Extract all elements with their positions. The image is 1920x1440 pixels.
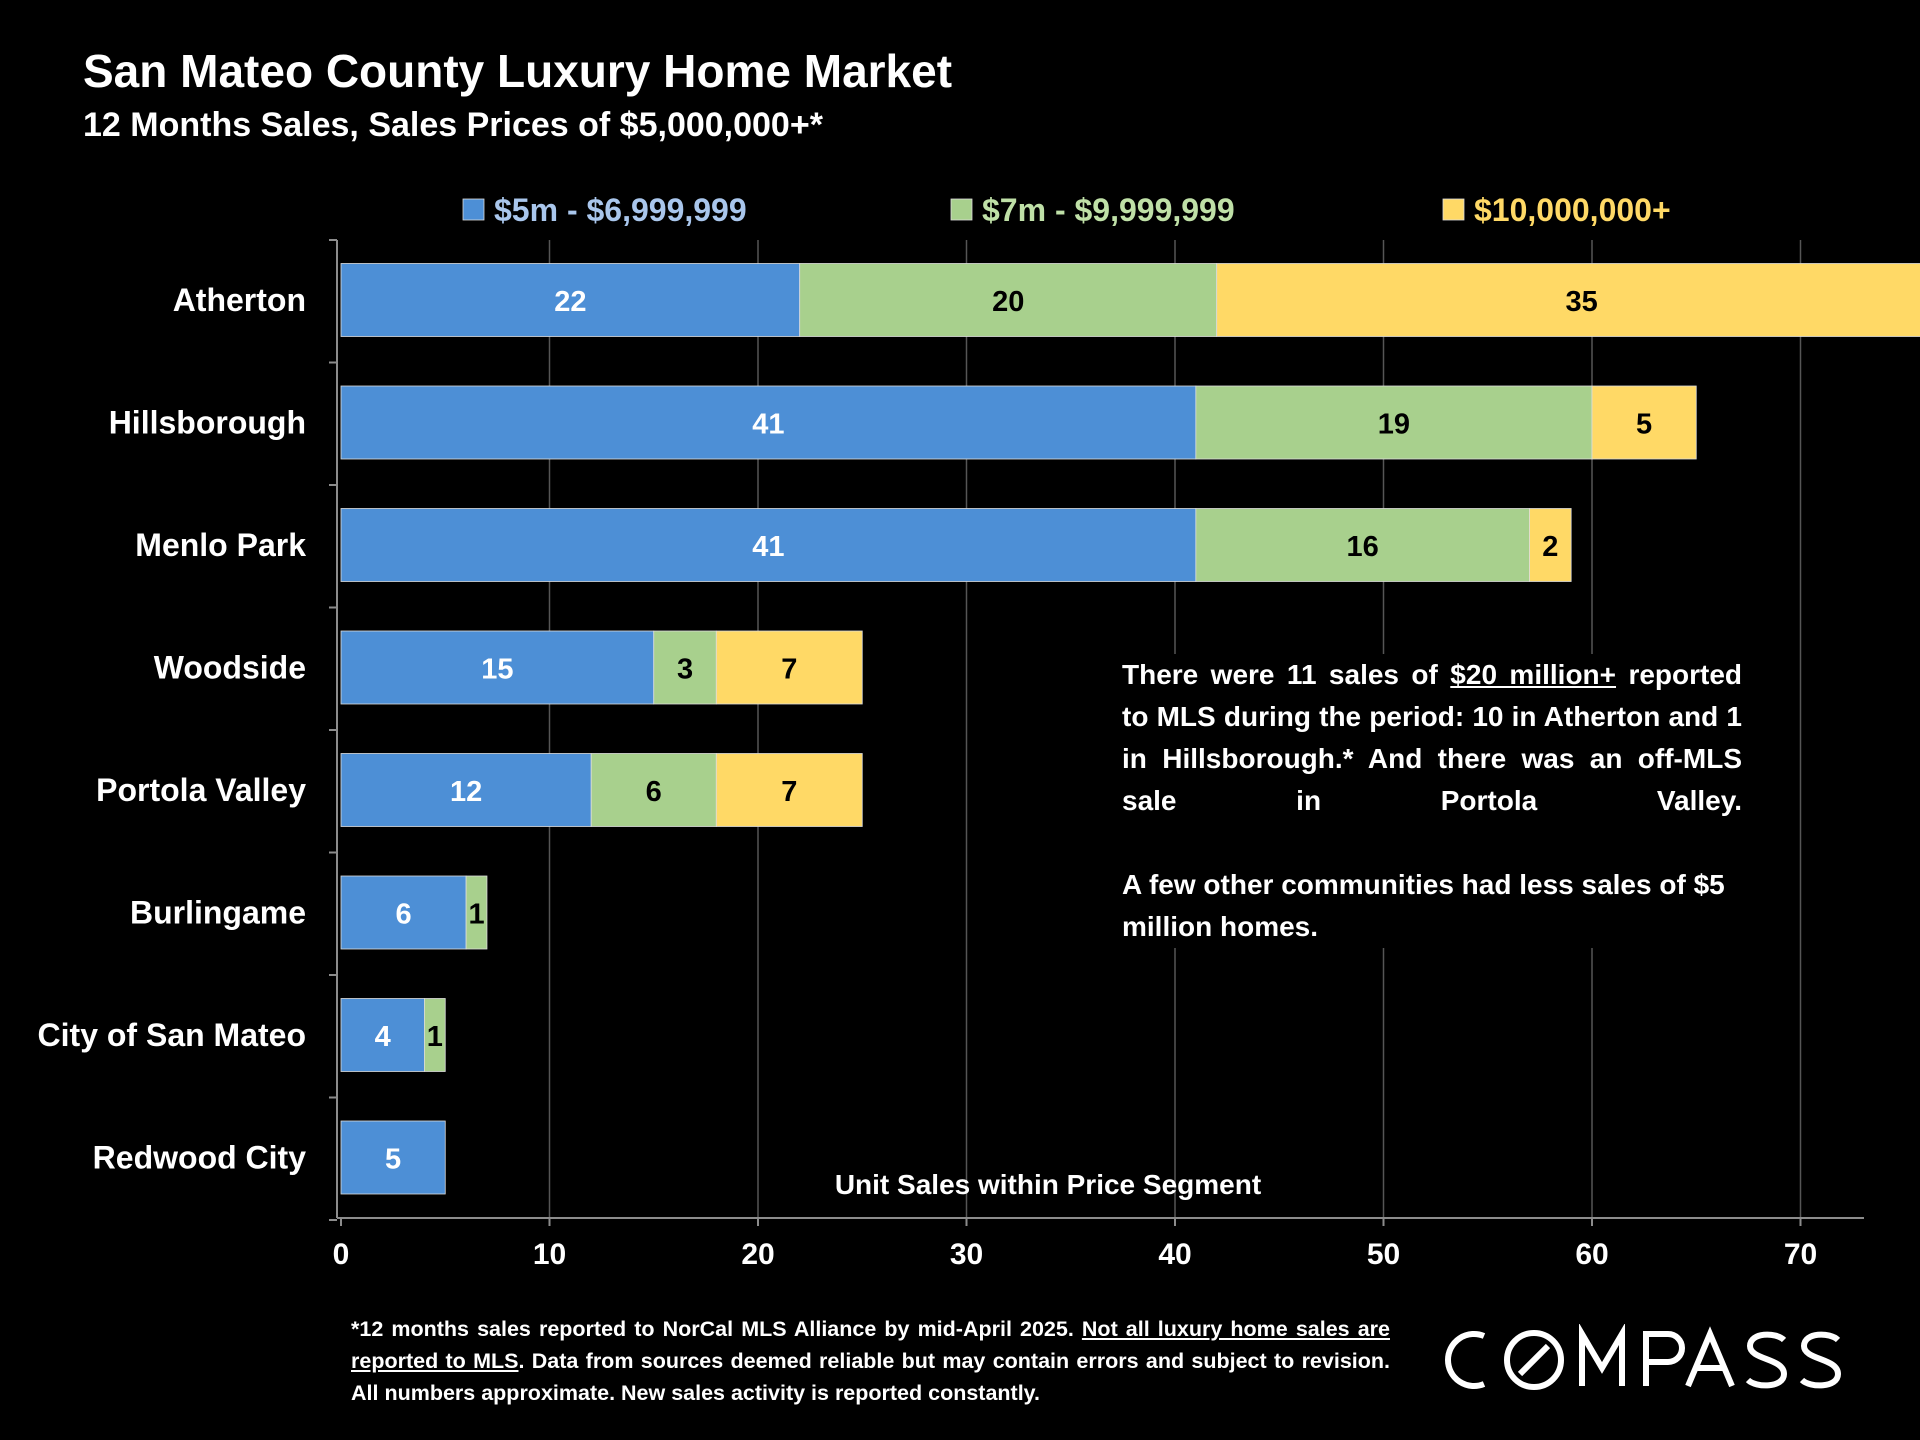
data-label: 7 — [781, 776, 797, 808]
footnote: *12 months sales reported to NorCal MLS … — [351, 1313, 1390, 1409]
footnote-text-1: *12 months sales reported to NorCal MLS … — [351, 1317, 1074, 1341]
bar-segment — [1529, 508, 1572, 582]
footnote-text-2: . Data from sources deemed reliable but … — [351, 1349, 1390, 1405]
data-label: 15 — [481, 654, 513, 686]
x-tick-label: 50 — [1367, 1238, 1400, 1271]
data-label: 5 — [1636, 409, 1652, 441]
annotation-text-1: There were 11 sales of — [1122, 659, 1438, 690]
data-label: 6 — [395, 899, 411, 931]
bar-segment — [340, 1120, 446, 1195]
data-label: 3 — [677, 654, 693, 686]
logo-s1 — [1745, 1331, 1788, 1389]
logo-s2 — [1799, 1331, 1842, 1389]
bar-segment — [465, 875, 488, 950]
annotation-text-2: reported to MLS during the period: 10 in… — [1122, 659, 1743, 816]
data-label: 4 — [375, 1021, 391, 1053]
bar-segment — [1216, 263, 1920, 337]
legend-label: $10,000,000+ — [1474, 192, 1671, 228]
bar-segment — [340, 875, 467, 950]
x-tick-label: 10 — [533, 1238, 566, 1271]
data-label: 19 — [1378, 409, 1410, 441]
bar-segment — [715, 630, 863, 705]
data-label: 16 — [1347, 531, 1379, 563]
data-label: 41 — [752, 531, 784, 563]
x-tick-label: 60 — [1575, 1238, 1608, 1271]
legend-label: $5m - $6,999,999 — [494, 192, 747, 228]
bar-segment — [590, 753, 717, 827]
category-label: Menlo Park — [135, 527, 306, 563]
logo-m — [1579, 1324, 1625, 1386]
category-label: Redwood City — [93, 1140, 307, 1176]
category-label: Atherton — [173, 282, 306, 318]
data-label: 20 — [992, 286, 1024, 318]
x-tick-label: 0 — [333, 1238, 350, 1271]
category-label: Woodside — [154, 650, 306, 686]
data-label: 1 — [427, 1021, 443, 1053]
annotation-box: There were 11 sales of $20 million+ repo… — [1122, 654, 1742, 948]
bar-segment — [799, 263, 1218, 337]
legend-swatch — [950, 198, 973, 221]
bar-segment — [340, 753, 592, 827]
data-label: 22 — [554, 286, 586, 318]
compass-logo — [1445, 1324, 1842, 1390]
data-label: 5 — [385, 1144, 401, 1176]
data-label: 2 — [1542, 531, 1558, 563]
bar-segment — [715, 753, 863, 827]
logo-o-slash — [1517, 1343, 1551, 1377]
category-label: Burlingame — [130, 895, 306, 931]
data-label: 6 — [646, 776, 662, 808]
bar-segment — [423, 998, 446, 1072]
bar-segment — [653, 630, 717, 705]
data-label: 12 — [450, 776, 482, 808]
logo-o — [1504, 1330, 1564, 1390]
footnote-link-text: Not all luxury home sales are reported t… — [351, 1317, 1390, 1373]
legend-label: $7m - $9,999,999 — [982, 192, 1235, 228]
category-label: Portola Valley — [96, 772, 306, 808]
category-label: Hillsborough — [109, 405, 306, 441]
data-label: 41 — [752, 409, 784, 441]
logo-c — [1445, 1331, 1486, 1389]
data-label: 7 — [781, 654, 797, 686]
bar-segment — [1195, 385, 1593, 460]
bar-segment — [340, 385, 1197, 460]
annotation-paragraph-2: A few other communities had less sales o… — [1122, 869, 1725, 942]
bar-segment — [340, 630, 655, 705]
annotation-paragraph-1: There were 11 sales of $20 million+ repo… — [1122, 654, 1742, 822]
bar-segment — [340, 263, 801, 337]
bar-segment — [1591, 385, 1697, 460]
x-tick-label: 70 — [1784, 1238, 1817, 1271]
x-axis-label: Unit Sales within Price Segment — [835, 1169, 1261, 1200]
logo-a — [1685, 1326, 1735, 1388]
bar-chart: 0 10 20 30 40 50 60 70 Unit Sales within Price S… — [38, 192, 1920, 1271]
bar-segment — [340, 508, 1197, 582]
bar-segment — [340, 998, 425, 1072]
bar-segment — [1195, 508, 1530, 582]
data-label: 1 — [468, 899, 484, 931]
data-label: 35 — [1565, 286, 1597, 318]
category-label: City of San Mateo — [38, 1017, 306, 1053]
chart-title: San Mateo County Luxury Home Market — [83, 45, 953, 97]
legend-swatch — [1442, 198, 1465, 221]
legend-swatch — [462, 198, 485, 221]
x-tick-label: 40 — [1158, 1238, 1191, 1271]
x-tick-label: 30 — [950, 1238, 983, 1271]
chart-subtitle: 12 Months Sales, Sales Prices of $5,000,… — [83, 106, 823, 144]
annotation-highlight: $20 million+ — [1450, 659, 1617, 690]
logo-p — [1643, 1331, 1685, 1386]
x-tick-label: 20 — [741, 1238, 774, 1271]
